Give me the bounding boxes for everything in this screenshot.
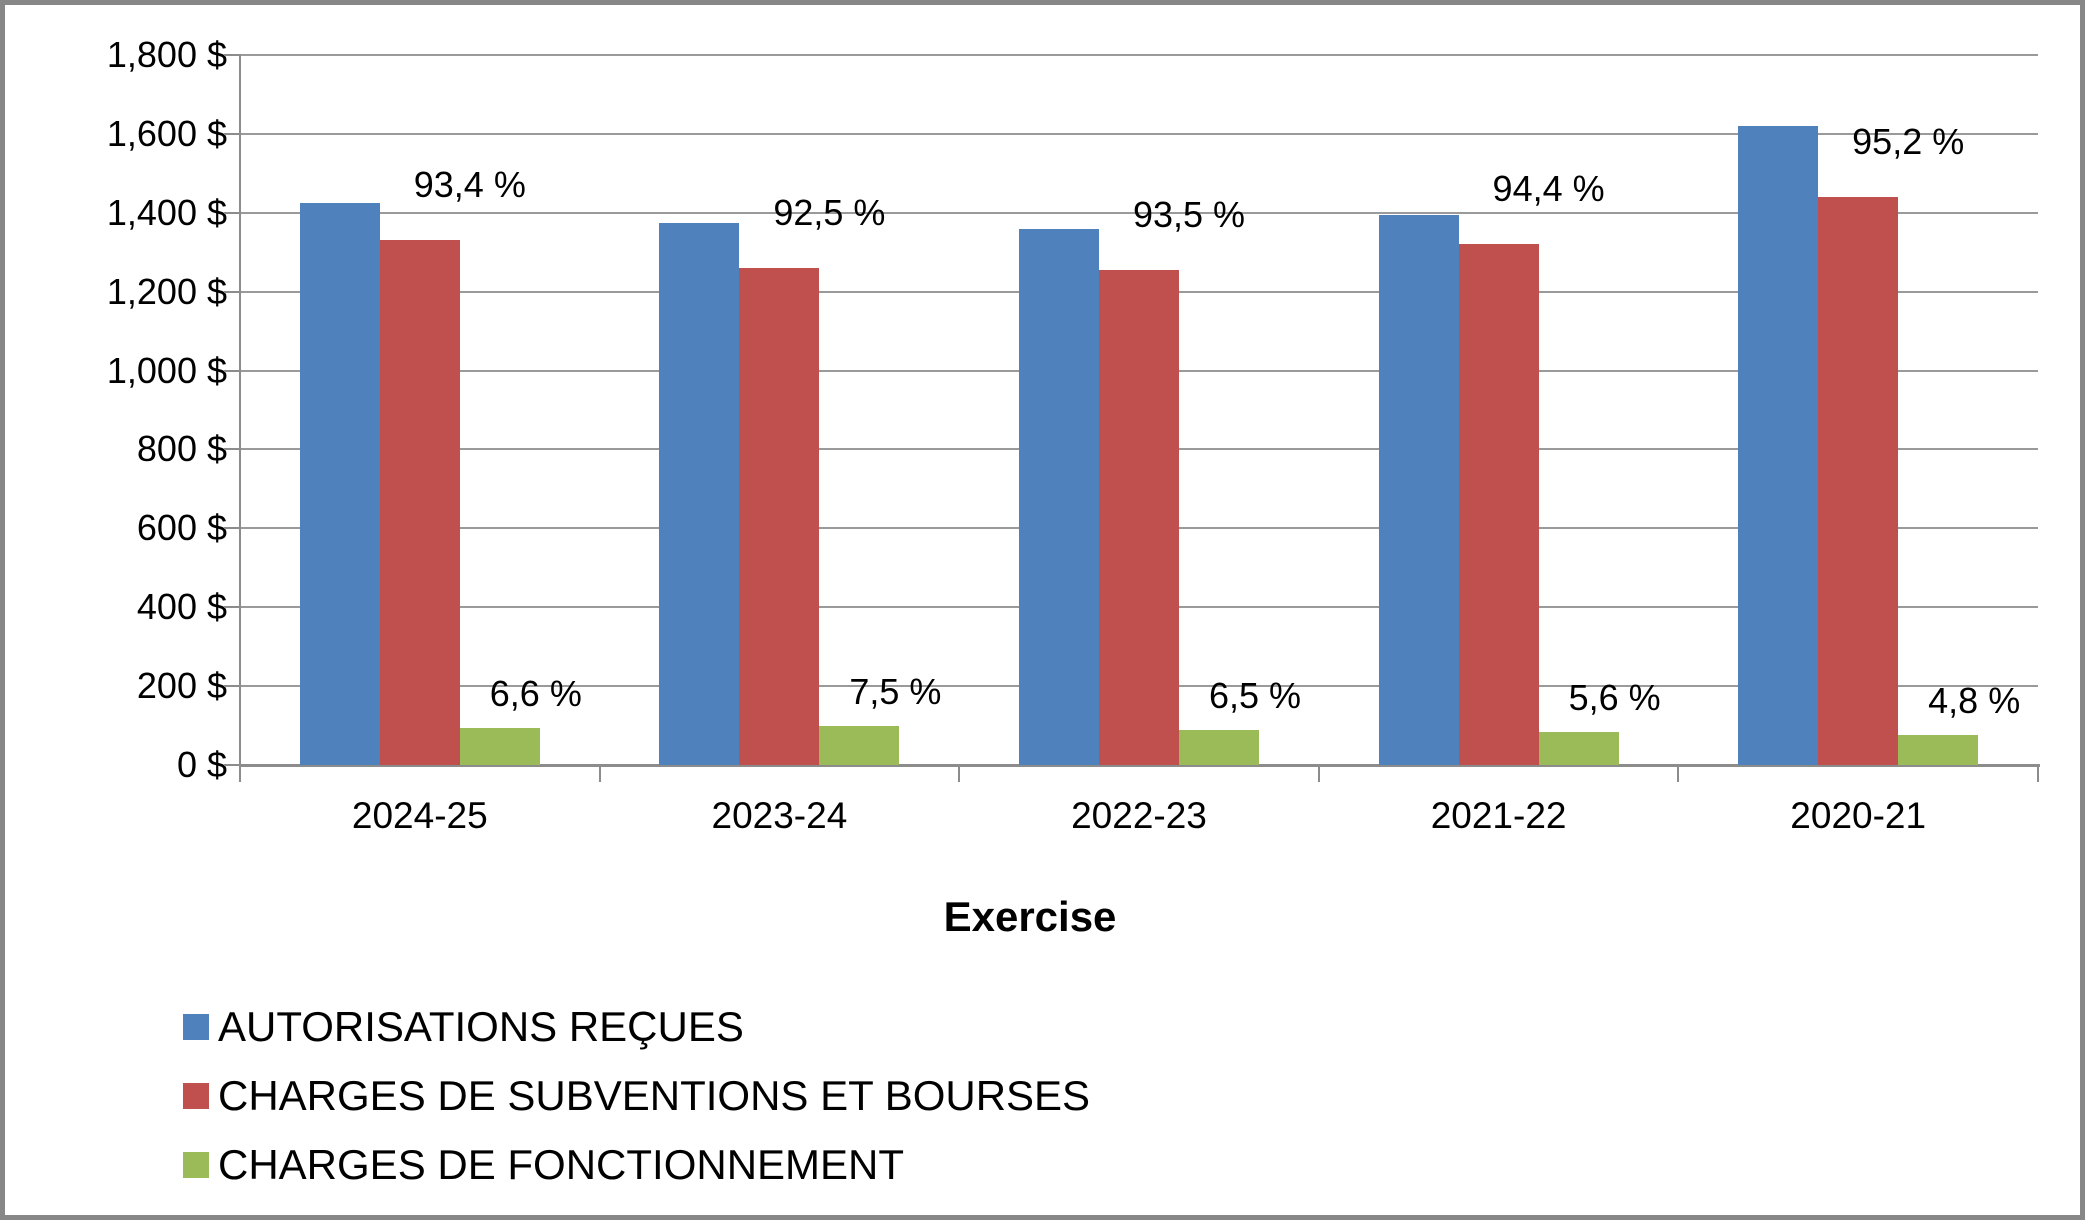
bar-green-2021-22 [1538, 732, 1619, 765]
legend-label: AUTORISATIONS REÇUES [218, 1003, 744, 1050]
y-axis-line [239, 55, 241, 782]
x-tick-mark [1317, 765, 1320, 782]
data-label-2022-23: 93,5 % [1132, 193, 1246, 235]
x-category-label: 2023-24 [711, 795, 848, 836]
y-tick-label: 1,400 $ [106, 191, 227, 233]
bar-red-2021-22 [1458, 244, 1539, 765]
data-label-2020-21: 95,2 % [1852, 121, 1965, 162]
y-tick-label: 1,200 $ [106, 270, 227, 312]
bar-green-2023-24 [819, 725, 900, 765]
legend: AUTORISATIONS REÇUES CHARGES DE SUBVENTI… [183, 1003, 1090, 1210]
y-tick-mark [224, 527, 241, 530]
gridline [240, 54, 2038, 56]
y-tick-mark [224, 369, 241, 372]
bar-green-2022-23 [1179, 729, 1259, 765]
x-axis-line [240, 764, 2040, 767]
y-tick-mark [224, 685, 241, 688]
x-category-label: 2020-21 [1790, 795, 1927, 836]
y-tick-mark [224, 764, 241, 766]
bar-blue-2023-24 [659, 222, 740, 765]
y-tick-label: 1,000 $ [106, 349, 227, 391]
data-label-2024-25: 6,6 % [489, 672, 582, 714]
y-tick-label: 400 $ [136, 586, 227, 628]
y-tick-label: 1,800 $ [106, 34, 227, 75]
x-category-label: 2024-25 [351, 795, 488, 836]
x-tick-mark [239, 765, 241, 782]
legend-label: CHARGES DE FONCTIONNEMENT [218, 1141, 905, 1188]
legend-item: CHARGES DE SUBVENTIONS ET BOURSES [183, 1072, 1090, 1120]
y-tick-mark [224, 211, 241, 214]
x-tick-mark [958, 765, 961, 782]
bar-red-2020-21 [1818, 197, 1899, 765]
y-tick-mark [224, 54, 241, 56]
bar-red-2022-23 [1099, 269, 1179, 765]
bar-blue-2022-23 [1019, 228, 1099, 765]
y-tick-mark [224, 448, 241, 451]
gridline [240, 132, 2038, 135]
bar-red-2024-25 [379, 240, 460, 765]
legend-swatch-green [183, 1152, 209, 1178]
x-category-label: 2021-22 [1430, 795, 1567, 836]
legend-item: AUTORISATIONS REÇUES [183, 1003, 1090, 1051]
bar-red-2023-24 [739, 268, 820, 765]
x-tick-mark [598, 765, 601, 782]
legend-swatch-blue [183, 1014, 209, 1040]
x-tick-mark [2037, 765, 2039, 782]
y-tick-label: 600 $ [136, 507, 227, 549]
legend-swatch-red [183, 1083, 209, 1109]
bar-blue-2021-22 [1378, 214, 1459, 765]
data-label-2023-24: 92,5 % [773, 192, 886, 233]
data-label-2024-25: 93,4 % [413, 164, 526, 206]
x-category-label: 2022-23 [1071, 795, 1207, 836]
legend-label: CHARGES DE SUBVENTIONS ET BOURSES [218, 1072, 1091, 1119]
y-tick-label: 1,600 $ [106, 112, 227, 154]
y-tick-label: 800 $ [136, 428, 227, 470]
data-label-2021-22: 94,4 % [1492, 168, 1605, 210]
data-label-2022-23: 6,5 % [1208, 674, 1302, 716]
y-tick-label: 200 $ [136, 665, 227, 707]
x-axis-title: Exercise [943, 893, 1117, 940]
data-label-2023-24: 7,5 % [849, 670, 942, 712]
gridline [240, 211, 2038, 214]
legend-item: CHARGES DE FONCTIONNEMENT [183, 1141, 1090, 1189]
y-tick-mark [224, 132, 241, 135]
data-label-2021-22: 5,6 % [1568, 677, 1661, 719]
y-tick-label: 0 $ [176, 744, 227, 785]
y-tick-mark [224, 290, 241, 293]
bar-green-2020-21 [1898, 735, 1979, 765]
bar-blue-2020-21 [1738, 126, 1819, 765]
x-tick-mark [1677, 765, 1680, 782]
bar-green-2024-25 [459, 727, 540, 765]
data-label-2020-21: 4,8 % [1928, 680, 2021, 722]
bar-blue-2024-25 [299, 202, 380, 765]
y-tick-mark [224, 606, 241, 609]
